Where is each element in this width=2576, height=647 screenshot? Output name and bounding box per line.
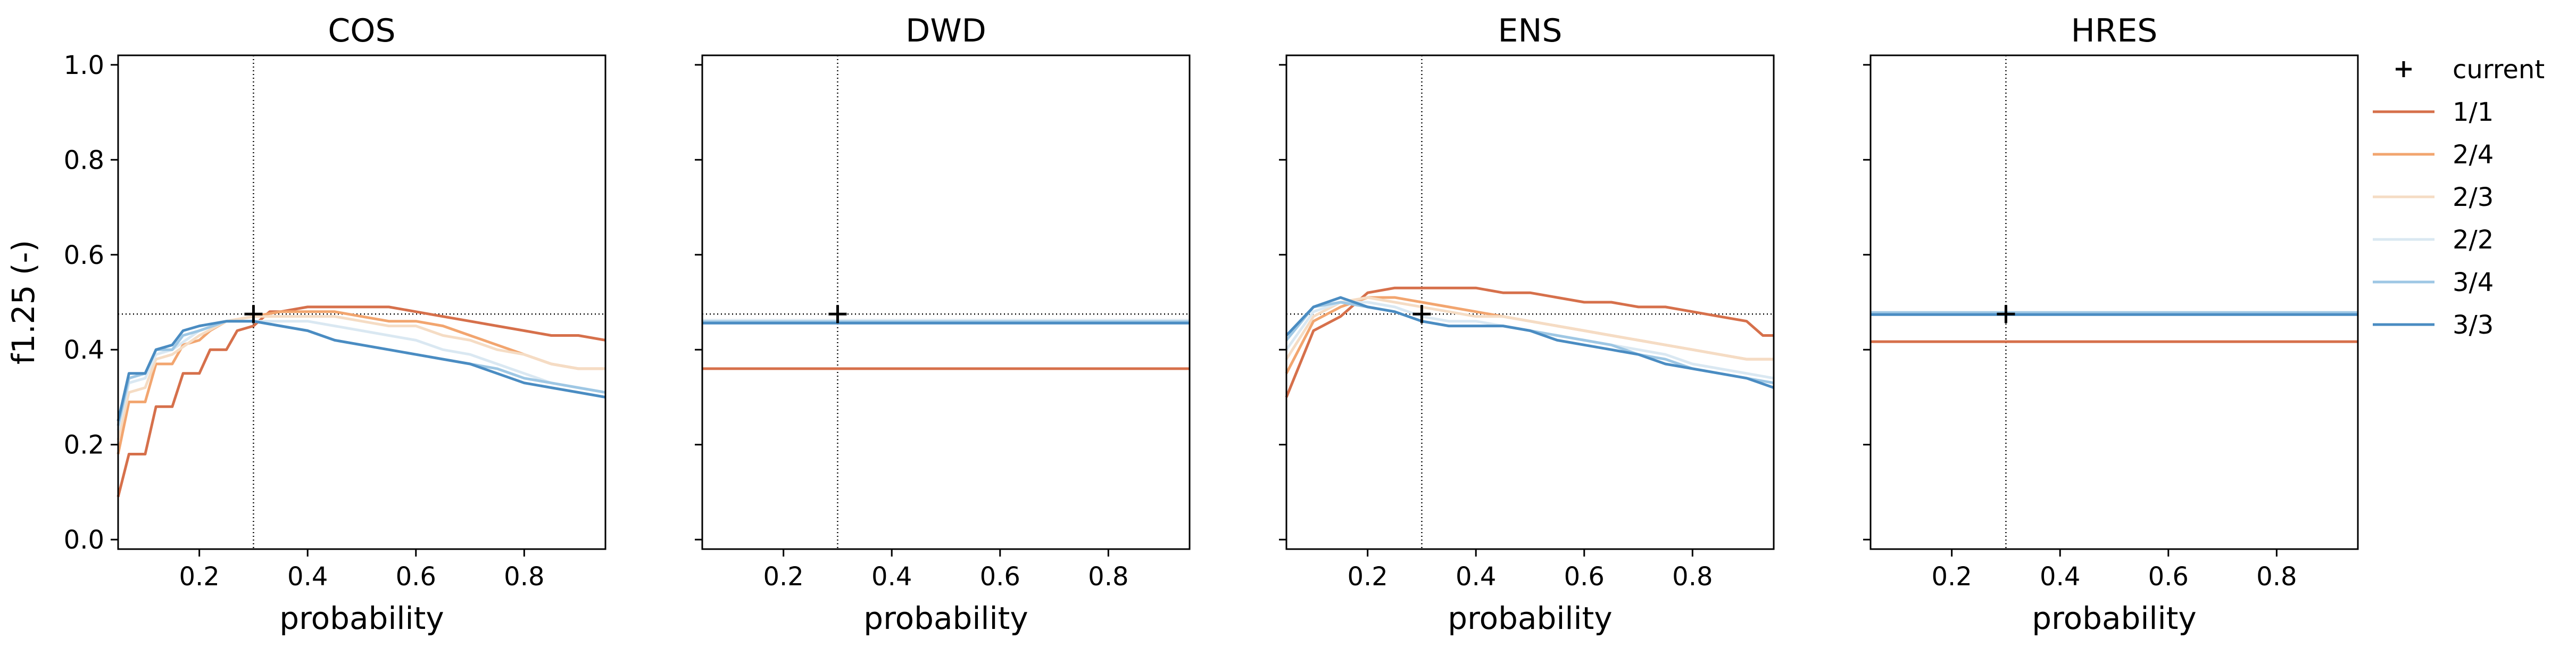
legend-label-2-3: 2/3 [2453, 183, 2494, 212]
panel-cos-xtick-label: 0.8 [504, 562, 544, 592]
legend-current-marker [2396, 61, 2412, 77]
panel-ens-current-marker [1412, 305, 1431, 324]
ytick-label: 1.0 [64, 51, 104, 80]
panel-cos-xtick-label: 0.2 [179, 562, 219, 592]
panel-ens-xtick-label: 0.6 [1564, 562, 1605, 592]
legend-label-3-4: 3/4 [2453, 268, 2494, 297]
panel-dwd-xtick-label: 0.2 [763, 562, 803, 592]
ylabel: f1.25 (-) [5, 240, 41, 364]
legend-label-2-2: 2/2 [2453, 225, 2494, 255]
ytick-label: 0.8 [64, 145, 104, 175]
legend-label-1-1: 1/1 [2453, 97, 2494, 127]
ytick-label: 0.6 [64, 240, 104, 270]
panel-hres-title: HRES [2071, 12, 2158, 49]
panel-hres-current-marker [1997, 305, 2015, 324]
panel-hres-frame [1869, 54, 2359, 550]
legend-current-label: current [2453, 55, 2545, 85]
panel-dwd-title: DWD [905, 12, 986, 49]
panel-cos-series-3-3 [117, 320, 606, 421]
panel-ens-series-2-4 [1285, 296, 1774, 374]
panel-cos-series-2-3 [117, 315, 605, 441]
panel-ens-xtick-label: 0.2 [1347, 562, 1387, 592]
panel-ens-xtick-label: 0.8 [1672, 562, 1713, 592]
panel-hres-xlabel: probability [2032, 600, 2196, 636]
panel-ens-xtick-label: 0.4 [1456, 562, 1496, 592]
panel-ens-series-2-3 [1285, 296, 1774, 361]
ytick-label: 0.2 [64, 430, 104, 460]
panel-dwd-xtick-label: 0.6 [980, 562, 1020, 592]
panel-cos-series-2-4 [117, 310, 605, 455]
panel-hres-xtick-label: 0.8 [2256, 562, 2297, 592]
panel-cos-frame [117, 54, 606, 550]
panel-cos-xtick-label: 0.4 [287, 562, 328, 592]
panel-hres-xtick-label: 0.4 [2040, 562, 2080, 592]
panel-cos-xlabel: probability [279, 600, 444, 636]
panel-hres-xtick-label: 0.2 [1931, 562, 1972, 592]
panel-dwd-current-marker [828, 305, 847, 324]
panel-dwd-xlabel: probability [863, 600, 1028, 636]
ytick-label: 0.4 [64, 335, 104, 365]
panel-ens-series-1-1 [1285, 286, 1774, 398]
panel-ens-series-3-3 [1285, 296, 1774, 389]
panel-hres-xtick-label: 0.6 [2148, 562, 2189, 592]
panel-dwd-xtick-label: 0.8 [1088, 562, 1128, 592]
panel-ens-title: ENS [1498, 12, 1563, 49]
panel-ens-xlabel: probability [1448, 600, 1612, 636]
panel-cos-title: COS [328, 12, 395, 49]
panel-dwd-xtick-label: 0.4 [871, 562, 912, 592]
panel-cos-series-2-2 [117, 320, 606, 431]
panel-dwd-frame [701, 54, 1191, 550]
legend-label-3-3: 3/3 [2453, 310, 2494, 340]
panel-ens-frame [1285, 54, 1775, 550]
panel-cos-xtick-label: 0.6 [396, 562, 436, 592]
legend-label-2-4: 2/4 [2453, 140, 2494, 170]
panel-cos-current-marker [244, 305, 263, 324]
ytick-label: 0.0 [64, 525, 104, 555]
